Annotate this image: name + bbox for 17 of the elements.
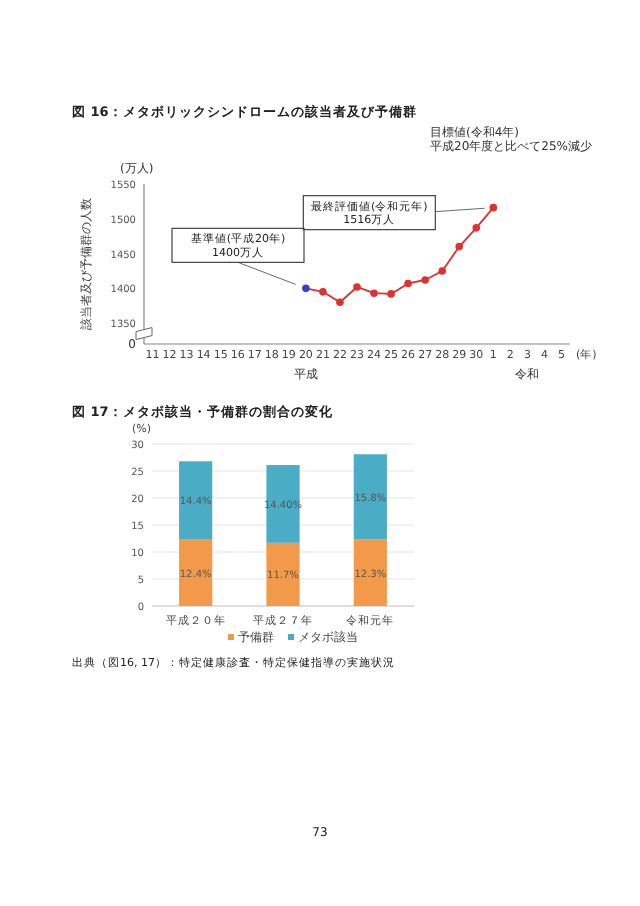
bar bbox=[353, 454, 387, 540]
point bbox=[438, 267, 446, 275]
point bbox=[421, 276, 429, 284]
point bbox=[370, 289, 378, 298]
point bbox=[404, 279, 412, 288]
point bbox=[472, 224, 481, 232]
bar bbox=[266, 542, 300, 606]
point bbox=[336, 298, 344, 307]
bar bbox=[179, 539, 213, 606]
point bbox=[489, 203, 498, 212]
point bbox=[387, 290, 395, 298]
point bbox=[319, 288, 327, 296]
point bbox=[353, 283, 361, 291]
bar bbox=[179, 461, 213, 540]
bar bbox=[353, 539, 387, 606]
point bbox=[455, 242, 464, 251]
point bbox=[302, 284, 310, 293]
